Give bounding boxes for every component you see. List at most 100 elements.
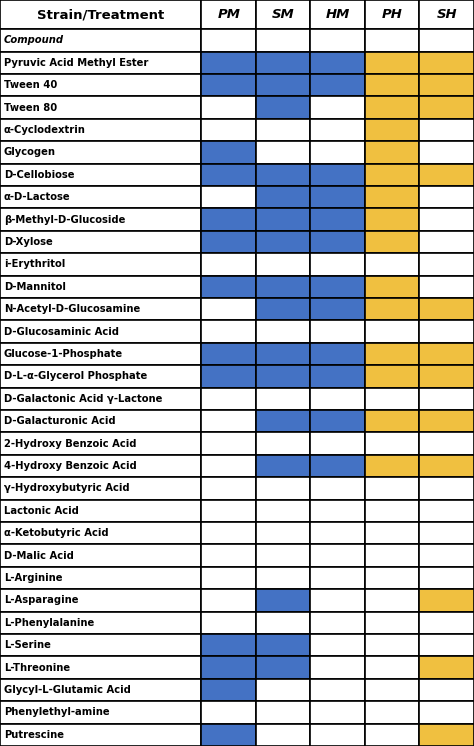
Bar [310, 612, 365, 634]
Text: Lactonic Acid: Lactonic Acid [4, 506, 79, 515]
Bar [0, 545, 201, 567]
Bar [201, 275, 256, 298]
Bar [419, 589, 474, 612]
Bar [365, 634, 419, 656]
Bar [256, 701, 310, 724]
Bar [310, 477, 365, 500]
Bar [256, 208, 310, 231]
Bar [0, 388, 201, 410]
Bar [201, 388, 256, 410]
Text: D-Galacturonic Acid: D-Galacturonic Acid [4, 416, 116, 426]
Bar [310, 433, 365, 455]
Bar [419, 275, 474, 298]
Bar [256, 119, 310, 141]
Bar [256, 0, 310, 29]
Bar [256, 253, 310, 275]
Bar [419, 51, 474, 74]
Bar [0, 500, 201, 522]
Bar [256, 656, 310, 679]
Bar [0, 567, 201, 589]
Bar [419, 141, 474, 163]
Bar [310, 589, 365, 612]
Bar [365, 410, 419, 433]
Bar [419, 253, 474, 275]
Bar [256, 433, 310, 455]
Bar [310, 656, 365, 679]
Bar [256, 186, 310, 208]
Bar [0, 51, 201, 74]
Text: SH: SH [437, 8, 457, 21]
Bar [201, 186, 256, 208]
Bar [256, 388, 310, 410]
Bar [201, 208, 256, 231]
Bar [201, 634, 256, 656]
Bar [201, 567, 256, 589]
Bar [310, 208, 365, 231]
Bar [201, 612, 256, 634]
Bar [365, 208, 419, 231]
Bar [365, 74, 419, 96]
Bar [0, 141, 201, 163]
Bar [310, 455, 365, 477]
Bar [201, 253, 256, 275]
Bar [0, 0, 201, 29]
Bar [0, 253, 201, 275]
Bar [419, 342, 474, 365]
Bar [0, 298, 201, 320]
Bar [201, 29, 256, 51]
Bar [0, 365, 201, 388]
Bar [365, 365, 419, 388]
Bar [310, 679, 365, 701]
Bar [310, 141, 365, 163]
Bar [419, 477, 474, 500]
Bar [0, 679, 201, 701]
Text: β-Methyl-D-Glucoside: β-Methyl-D-Glucoside [4, 215, 126, 225]
Bar [0, 455, 201, 477]
Bar [0, 522, 201, 545]
Bar [310, 410, 365, 433]
Text: γ-Hydroxybutyric Acid: γ-Hydroxybutyric Acid [4, 483, 129, 493]
Bar [0, 186, 201, 208]
Bar [419, 634, 474, 656]
Text: N-Acetyl-D-Glucosamine: N-Acetyl-D-Glucosamine [4, 304, 140, 314]
Bar [310, 96, 365, 119]
Bar [365, 0, 419, 29]
Bar [201, 298, 256, 320]
Bar [365, 388, 419, 410]
Bar [310, 253, 365, 275]
Bar [419, 433, 474, 455]
Text: D-Malic Acid: D-Malic Acid [4, 551, 74, 560]
Bar [310, 522, 365, 545]
Bar [0, 119, 201, 141]
Bar [256, 567, 310, 589]
Bar [419, 119, 474, 141]
Bar [256, 455, 310, 477]
Bar [310, 119, 365, 141]
Bar [0, 275, 201, 298]
Bar [419, 186, 474, 208]
Text: D-Cellobiose: D-Cellobiose [4, 170, 74, 180]
Bar [201, 119, 256, 141]
Bar [201, 701, 256, 724]
Bar [365, 679, 419, 701]
Bar [256, 342, 310, 365]
Bar [310, 701, 365, 724]
Bar [365, 29, 419, 51]
Bar [365, 163, 419, 186]
Bar [201, 141, 256, 163]
Bar [419, 365, 474, 388]
Bar [419, 701, 474, 724]
Bar [365, 589, 419, 612]
Bar [365, 275, 419, 298]
Bar [0, 96, 201, 119]
Bar [310, 275, 365, 298]
Bar [365, 477, 419, 500]
Text: HM: HM [326, 8, 350, 21]
Bar [256, 163, 310, 186]
Bar [201, 589, 256, 612]
Bar [256, 589, 310, 612]
Text: L-Serine: L-Serine [4, 640, 51, 651]
Bar [256, 275, 310, 298]
Bar [201, 342, 256, 365]
Bar [256, 410, 310, 433]
